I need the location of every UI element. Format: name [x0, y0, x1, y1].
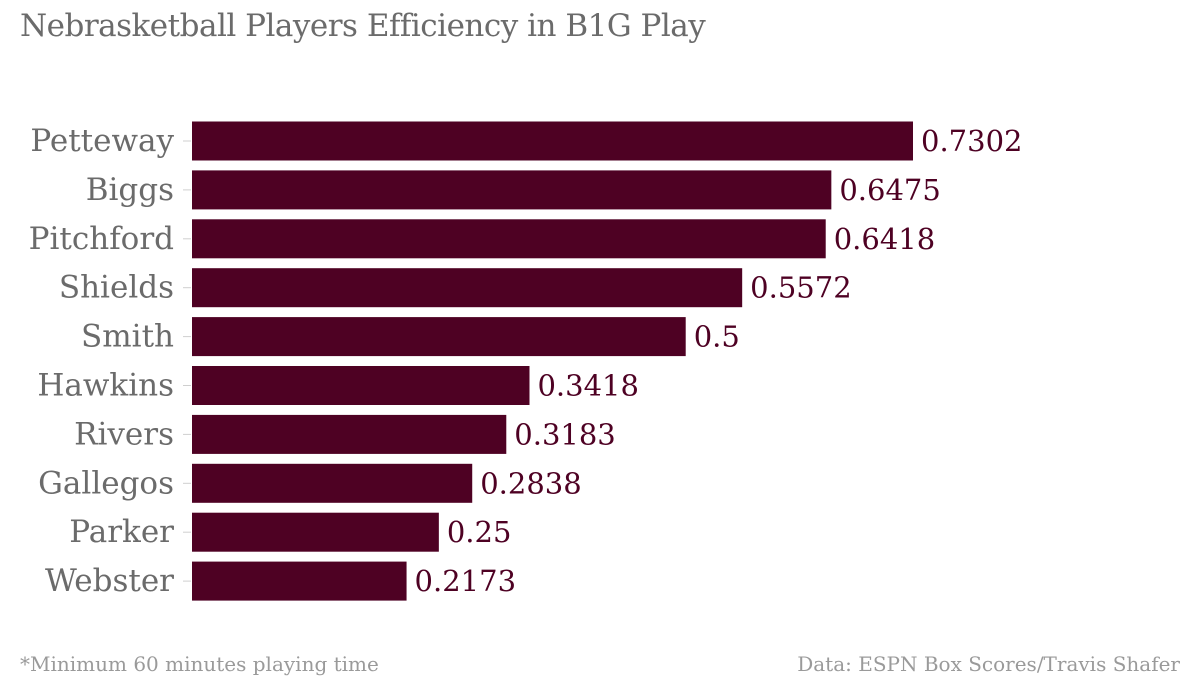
- bar: [192, 366, 530, 405]
- bar: [192, 219, 826, 259]
- category-label: Pitchford: [29, 221, 174, 257]
- chart-title: Nebrasketball Players Efficiency in B1G …: [20, 8, 706, 44]
- category-label: Rivers: [74, 416, 174, 452]
- footnote: *Minimum 60 minutes playing time: [20, 652, 379, 676]
- value-label: 0.5: [694, 320, 740, 354]
- category-label: Hawkins: [37, 368, 174, 404]
- value-label: 0.25: [447, 515, 512, 549]
- bar-chart: Petteway 0.7302 Biggs 0.6475 Pitchford 0.6418…: [29, 121, 1022, 601]
- value-label: 0.5572: [750, 271, 851, 305]
- bar: [192, 463, 473, 503]
- category-label: Gallegos: [38, 465, 174, 501]
- bar: [192, 121, 913, 161]
- value-label: 0.7302: [921, 124, 1022, 158]
- bar: [192, 414, 507, 454]
- value-label: 0.3418: [537, 369, 638, 403]
- bar: [192, 170, 832, 210]
- category-label: Smith: [81, 319, 174, 355]
- category-label: Biggs: [86, 172, 174, 208]
- category-label: Webster: [45, 563, 174, 599]
- value-label: 0.2173: [415, 564, 516, 598]
- bar: [192, 512, 439, 552]
- value-label: 0.2838: [480, 466, 581, 500]
- category-label: Shields: [59, 270, 174, 306]
- category-label: Parker: [69, 514, 174, 550]
- value-label: 0.3183: [514, 417, 615, 451]
- value-label: 0.6418: [834, 222, 935, 256]
- value-label: 0.6475: [839, 173, 940, 207]
- bars-group: Petteway 0.7302 Biggs 0.6475 Pitchford 0.6418…: [29, 121, 1022, 601]
- category-label: Petteway: [30, 123, 174, 159]
- bar: [192, 268, 743, 308]
- source-credit: Data: ESPN Box Scores/Travis Shafer: [797, 652, 1180, 676]
- bar: [192, 561, 407, 601]
- bar: [192, 317, 686, 357]
